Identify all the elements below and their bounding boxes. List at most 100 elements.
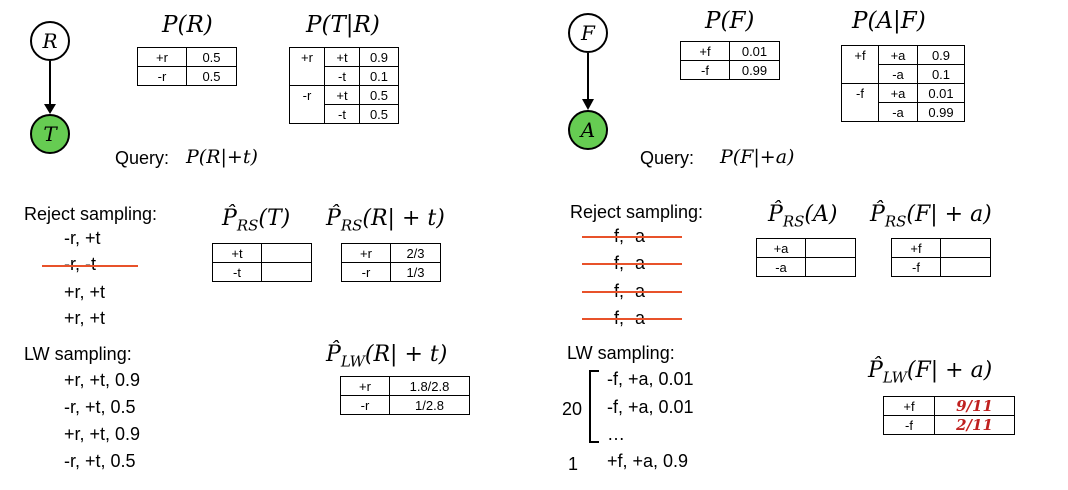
table-row: +f: [891, 238, 991, 258]
p-hat: P̂: [768, 202, 783, 227]
cell: [841, 102, 879, 122]
table-row: -t 0.1: [289, 66, 399, 86]
cell: +f: [680, 41, 730, 61]
subscript: LW: [340, 352, 365, 371]
cell: 1/2.8: [389, 395, 470, 415]
p-lw-r-given-t-table: +r 1.8/2.8 -r 1/2.8: [340, 376, 470, 415]
argument: (T): [258, 206, 291, 231]
cell: +r: [137, 47, 187, 67]
rejected-strike: [582, 263, 682, 265]
sample-line: +r, +t, 0.9: [64, 370, 141, 390]
sample-line: +r, +t: [64, 308, 106, 328]
cell: +t: [212, 243, 262, 263]
cell: +f: [891, 238, 941, 258]
cell: +r: [341, 243, 391, 263]
cell: 0.1: [917, 64, 965, 84]
table-row: +f +a 0.9: [841, 45, 965, 65]
sample-group-bracket: [589, 370, 599, 443]
rejected-strike: [42, 265, 138, 267]
cell: 0.5: [186, 47, 237, 67]
rejected-strike: [582, 291, 682, 293]
table-row: -f 0.99: [680, 60, 780, 80]
table-row: +f 9/11: [883, 396, 1015, 416]
p-a-given-f-title: P(A|F): [852, 8, 926, 34]
p-rs-f-given-a-table: +f -f: [891, 238, 991, 277]
p-rs-a-table: +a -a: [756, 238, 856, 277]
sample-line: -r, -t: [64, 254, 96, 274]
edge-r-t: [44, 61, 56, 114]
cell: +f: [841, 45, 879, 65]
sample-line: …: [607, 424, 625, 444]
cell: 0.1: [359, 66, 399, 86]
node-r-label: R: [42, 29, 58, 53]
cell: -r: [137, 66, 187, 86]
subscript: RS: [884, 212, 907, 231]
query-expr-right: P(F|+a): [720, 146, 795, 168]
p-hat: P̂: [326, 206, 341, 231]
p-hat: P̂: [222, 206, 237, 231]
table-row: -r 1/2.8: [340, 395, 470, 415]
p-hat: P̂: [326, 342, 341, 367]
p-r-table: +r 0.5 -r 0.5: [137, 47, 237, 86]
cell: +a: [878, 83, 918, 103]
p-a-given-f-table: +f +a 0.9 -a 0.1 -f +a 0.01 -a 0.99: [841, 45, 965, 122]
table-row: +r 2/3: [341, 243, 441, 263]
argument: (A): [804, 202, 838, 227]
sample-line: +r, +t: [64, 282, 106, 302]
cell: -a: [756, 257, 806, 277]
rejected-strike: [582, 236, 682, 238]
cell: [805, 257, 856, 277]
table-row: -a: [756, 257, 856, 277]
cell: -r: [289, 85, 325, 105]
table-row: -t 0.5: [289, 104, 399, 124]
handwritten-cell: 9/11: [934, 396, 1015, 416]
cell: 0.01: [917, 83, 965, 103]
table-row: +a: [756, 238, 856, 258]
sample-line: -r, +t, 0.5: [64, 397, 136, 417]
query-label-left: Query:: [115, 148, 170, 168]
table-row: +f 0.01: [680, 41, 780, 61]
sample-count-20: 20: [562, 399, 583, 419]
cell: -f: [891, 257, 941, 277]
cell: [289, 104, 325, 124]
cell: -t: [212, 262, 262, 282]
p-rs-f-given-a-title: P̂RS(F| + a): [870, 202, 992, 230]
cell: 0.99: [917, 102, 965, 122]
argument: (F| + a): [906, 202, 992, 227]
cell: -f: [883, 415, 935, 435]
cell: 0.5: [359, 104, 399, 124]
cell: -t: [324, 66, 360, 86]
subscript: RS: [782, 212, 805, 231]
table-row: -f: [891, 257, 991, 277]
node-t-label: T: [43, 122, 57, 146]
cell: +t: [324, 47, 360, 67]
argument: (R| + t): [362, 206, 445, 231]
cell: 0.5: [359, 85, 399, 105]
cell: +t: [324, 85, 360, 105]
p-f-table: +f 0.01 -f 0.99: [680, 41, 780, 80]
argument: (R| + t): [364, 342, 448, 367]
table-row: -a 0.1: [841, 64, 965, 84]
p-rs-r-given-t-title: P̂RS(R| + t): [326, 206, 445, 234]
table-row: -r +t 0.5: [289, 85, 399, 105]
cell: -r: [341, 262, 391, 282]
sample-line: +r, +t, 0.9: [64, 424, 141, 444]
p-f-title: P(F): [705, 8, 755, 34]
p-lw-f-given-a-title: P̂LW(F| + a): [868, 358, 992, 386]
reject-sampling-label-left: Reject sampling:: [24, 204, 158, 224]
cell: [289, 66, 325, 86]
node-f-label: F: [581, 21, 595, 45]
cell: -t: [324, 104, 360, 124]
cell: -r: [340, 395, 390, 415]
cell: [261, 262, 312, 282]
node-a: A: [568, 110, 608, 150]
p-t-given-r-table: +r +t 0.9 -t 0.1 -r +t 0.5 -t 0.5: [289, 47, 399, 124]
sample-count-1: 1: [568, 454, 579, 474]
p-r-title: P(R): [162, 12, 213, 38]
table-row: -f +a 0.01: [841, 83, 965, 103]
reject-sampling-label-right: Reject sampling:: [570, 202, 704, 222]
query-expr-left: P(R|+t): [186, 146, 258, 168]
cell: +a: [878, 45, 918, 65]
cell: 1.8/2.8: [389, 376, 470, 396]
node-r: R: [30, 21, 70, 61]
